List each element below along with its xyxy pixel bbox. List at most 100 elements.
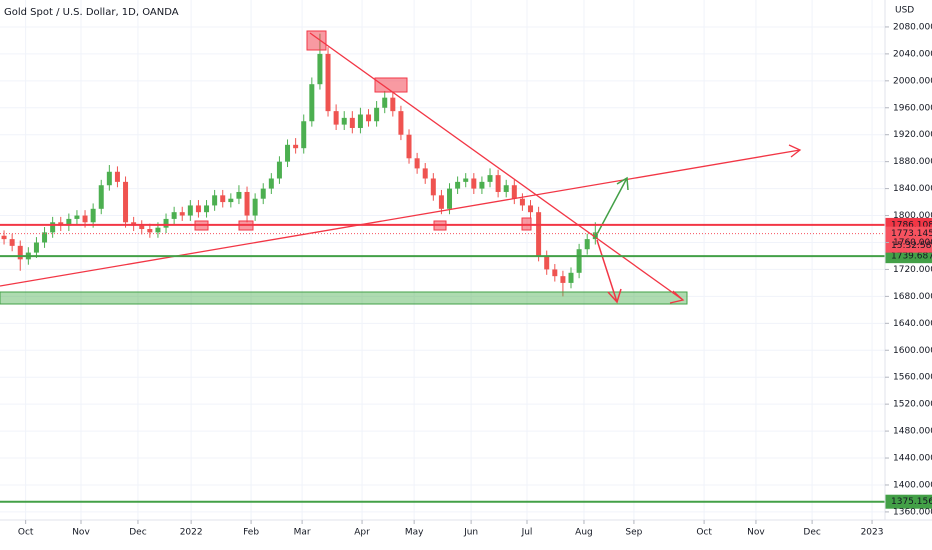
y-tick-label: 2040.000 xyxy=(893,49,932,59)
candle-body xyxy=(519,198,525,206)
y-tick-label: 1360.000 xyxy=(893,507,932,517)
candle-body xyxy=(228,198,234,203)
y-tick-label: 1680.000 xyxy=(893,292,932,302)
candle-body xyxy=(333,111,339,125)
y-tick-label: 1560.000 xyxy=(893,373,932,383)
x-tick-label: Jul xyxy=(521,528,533,538)
y-tick-label: 1760.000 xyxy=(893,238,932,248)
candle-body xyxy=(438,195,444,209)
candle-body xyxy=(568,272,574,283)
x-tick-label: 2022 xyxy=(180,528,203,538)
x-tick-label: Jun xyxy=(463,528,478,538)
candle-body xyxy=(398,111,404,135)
candle-body xyxy=(147,229,153,233)
y-tick-label: 1480.000 xyxy=(893,427,932,437)
bull-arrow xyxy=(594,177,628,239)
x-tick-label: May xyxy=(405,528,424,538)
y-tick-label: 1440.000 xyxy=(893,454,932,464)
level-label: 1739.687 xyxy=(891,252,932,262)
candle-body xyxy=(204,205,210,213)
candle-body xyxy=(576,249,582,273)
x-tick-label: Nov xyxy=(72,528,90,538)
candle-body xyxy=(163,218,169,228)
candle-body xyxy=(544,255,550,270)
y-tick-label: 1880.000 xyxy=(893,157,932,167)
x-tick-label: 2023 xyxy=(861,528,884,538)
candle-body xyxy=(382,97,388,108)
candle-body xyxy=(114,171,120,182)
candle-body xyxy=(349,117,355,128)
candle-body xyxy=(187,205,193,216)
x-tick-label: Dec xyxy=(129,528,146,538)
candle-body xyxy=(260,188,266,199)
candle-body xyxy=(285,144,291,162)
x-tick-label: Mar xyxy=(294,528,311,538)
candle-body xyxy=(106,171,112,186)
candle-body xyxy=(171,212,177,219)
arrow-head xyxy=(616,176,629,191)
candle-body xyxy=(50,222,56,233)
candle-body xyxy=(430,178,436,196)
y-tick-label: 1600.000 xyxy=(893,346,932,356)
x-tick-label: Sep xyxy=(625,528,642,538)
candle-body xyxy=(301,121,307,149)
candle-body xyxy=(406,134,412,159)
candle-body xyxy=(357,114,363,128)
y-tick-label: 1800.000 xyxy=(893,211,932,221)
arrow-head xyxy=(788,144,802,158)
level-label: 1786.108 xyxy=(891,220,932,230)
support-zone xyxy=(0,291,688,305)
levels: 1786.108 1739.687 1375.156 1773.145 15:32:58 xyxy=(0,217,932,509)
candle-body xyxy=(74,215,80,219)
x-tick-label: Apr xyxy=(354,528,370,538)
chart-title: Gold Spot / U.S. Dollar, 1D, OANDA xyxy=(4,7,179,18)
candle-body xyxy=(155,227,161,233)
y-tick-label: 2080.000 xyxy=(893,22,932,32)
candle-body xyxy=(293,144,299,149)
candle-body xyxy=(139,225,145,230)
candle-body xyxy=(528,205,534,213)
candle-body xyxy=(33,242,39,253)
resistance-box xyxy=(374,77,408,93)
x-tick-label: Nov xyxy=(747,528,765,538)
candle-body xyxy=(503,185,509,192)
candle-body xyxy=(552,269,558,277)
candle-body xyxy=(244,191,250,216)
candle-body xyxy=(82,215,88,223)
candle-body xyxy=(220,195,226,203)
x-tick-label: Aug xyxy=(575,528,593,538)
y-tick-label: 1960.000 xyxy=(893,103,932,113)
y-tick-label: 1400.000 xyxy=(893,480,932,490)
candle-body xyxy=(463,178,469,182)
candle-body xyxy=(9,239,15,246)
candle-body xyxy=(98,185,104,209)
axis-unit: USD xyxy=(895,6,914,16)
candle-body xyxy=(42,232,48,243)
candle-body xyxy=(471,178,477,189)
candle-body xyxy=(268,178,274,189)
candle-body xyxy=(236,191,242,199)
axes: 1360.000 1400.000 1440.000 1480.000 1520.000… xyxy=(18,22,932,537)
last-price-badge xyxy=(885,226,932,253)
candle-body xyxy=(584,239,590,250)
y-tick-label: 1840.000 xyxy=(893,184,932,194)
x-tick-label: Feb xyxy=(243,528,259,538)
countdown: 15:32:58 xyxy=(891,241,932,251)
candle-body xyxy=(511,185,517,199)
y-tick-label: 2000.000 xyxy=(893,76,932,86)
candle-body xyxy=(195,205,201,213)
candle-body xyxy=(17,245,23,260)
candle-body xyxy=(592,232,598,240)
candle-body xyxy=(374,107,380,122)
candle-body xyxy=(1,235,7,240)
candle-body xyxy=(123,181,129,223)
x-tick-label: Oct xyxy=(18,528,34,538)
candle-body xyxy=(455,181,461,189)
candle-body xyxy=(366,114,372,122)
x-tick-label: Dec xyxy=(803,528,820,538)
candle-body xyxy=(317,53,323,85)
candles xyxy=(1,33,598,297)
level-label: 1375.156 xyxy=(891,497,932,507)
